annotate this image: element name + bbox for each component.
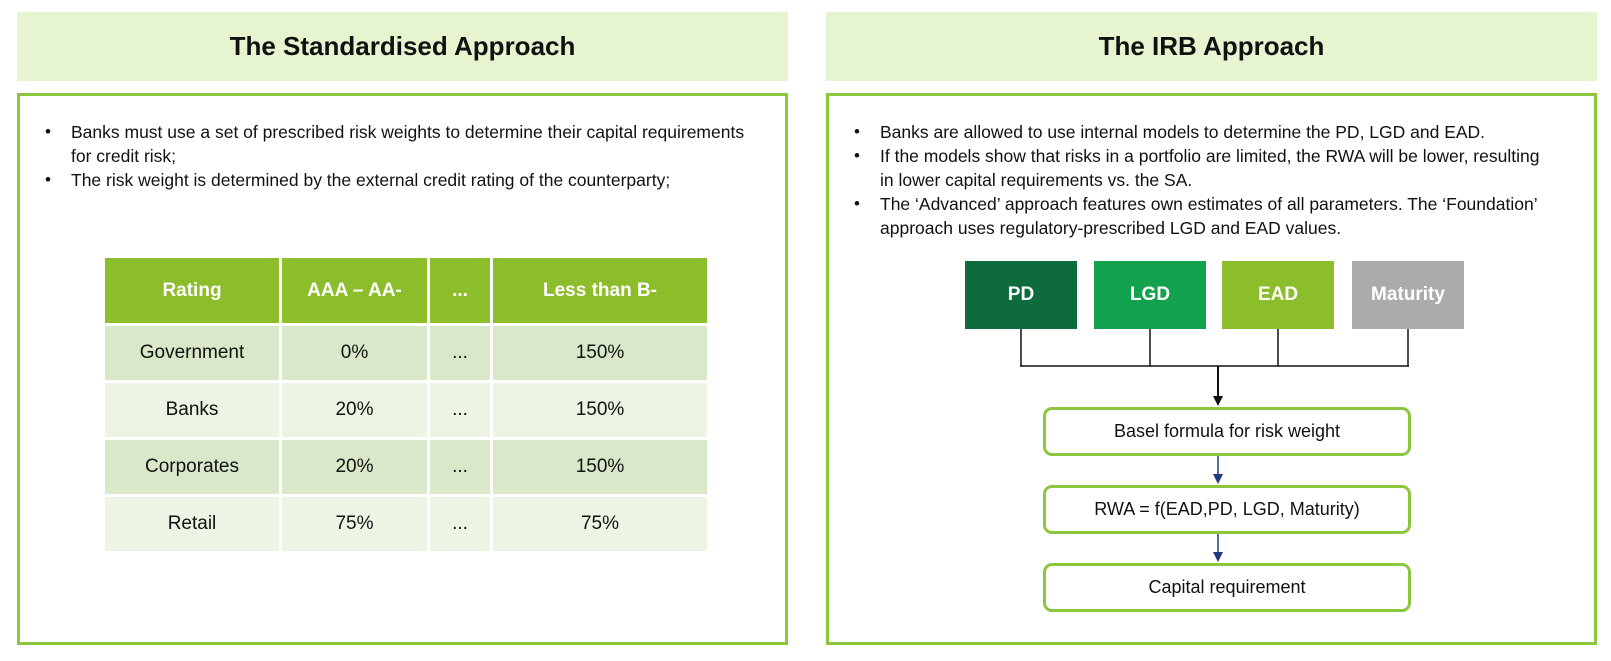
- table-row: Retail 75% ... 75%: [105, 495, 707, 554]
- irb-bullet-list: Banks are allowed to use internal models…: [854, 120, 1554, 240]
- irb-approach-title: The IRB Approach: [1098, 31, 1325, 61]
- irb-approach-header: The IRB Approach: [826, 12, 1597, 81]
- parameter-pd: PD: [965, 261, 1077, 329]
- column-header-rating: Rating: [105, 258, 282, 326]
- table-cell: 0%: [280, 324, 430, 383]
- table-header-row: Rating AAA – AA- ... Less than B-: [105, 258, 707, 326]
- table-cell: Retail: [105, 495, 282, 554]
- bullet-item: Banks must use a set of prescribed risk …: [45, 120, 745, 168]
- column-header-aaa-aa: AAA – AA-: [280, 258, 430, 326]
- parameter-label: Maturity: [1371, 284, 1445, 305]
- parameter-label: LGD: [1129, 284, 1171, 305]
- bullet-item: If the models show that risks in a portf…: [854, 144, 1554, 192]
- table-cell: 20%: [280, 381, 430, 440]
- standardised-bullet-list: Banks must use a set of prescribed risk …: [45, 120, 745, 192]
- step-label: Basel formula for risk weight: [1113, 421, 1341, 441]
- parameter-ead: EAD: [1222, 261, 1334, 329]
- table-cell: 75%: [280, 495, 430, 554]
- column-header-less-than-b: Less than B-: [491, 258, 707, 326]
- column-header-ellipsis: ...: [428, 258, 493, 326]
- step-label: Capital requirement: [1148, 577, 1306, 597]
- table-cell: Banks: [105, 381, 282, 440]
- step-basel-formula: Basel formula for risk weight: [1043, 407, 1411, 456]
- table-cell: 150%: [491, 381, 707, 440]
- bullet-item: Banks are allowed to use internal models…: [854, 120, 1554, 144]
- parameter-label: EAD: [1257, 284, 1299, 305]
- parameter-label: PD: [1007, 284, 1035, 305]
- step-capital-requirement: Capital requirement: [1043, 563, 1411, 612]
- parameter-lgd: LGD: [1094, 261, 1206, 329]
- table-cell: Government: [105, 324, 282, 383]
- step-label: RWA = f(EAD,PD, LGD, Maturity): [1094, 499, 1360, 519]
- bullet-item: The risk weight is determined by the ext…: [45, 168, 745, 192]
- irb-approach-panel: Banks are allowed to use internal models…: [826, 93, 1597, 645]
- standardised-approach-title: The Standardised Approach: [229, 31, 576, 61]
- table-cell: 20%: [280, 438, 430, 497]
- table-cell: 75%: [491, 495, 707, 554]
- step-rwa-formula: RWA = f(EAD,PD, LGD, Maturity): [1043, 485, 1411, 534]
- table-cell: Corporates: [105, 438, 282, 497]
- table-cell: ...: [428, 438, 493, 497]
- parameter-maturity: Maturity: [1352, 261, 1464, 329]
- table-row: Government 0% ... 150%: [105, 324, 707, 383]
- table-cell: ...: [428, 495, 493, 554]
- bullet-item: The ‘Advanced’ approach features own est…: [854, 192, 1554, 240]
- standardised-approach-header: The Standardised Approach: [17, 12, 788, 81]
- table-cell: 150%: [491, 324, 707, 383]
- table-cell: ...: [428, 324, 493, 383]
- table-row: Corporates 20% ... 150%: [105, 438, 707, 497]
- risk-weight-table: Rating AAA – AA- ... Less than B- Govern…: [105, 258, 707, 554]
- table-cell: 150%: [491, 438, 707, 497]
- table-cell: ...: [428, 381, 493, 440]
- standardised-approach-panel: Banks must use a set of prescribed risk …: [17, 93, 788, 645]
- table-row: Banks 20% ... 150%: [105, 381, 707, 440]
